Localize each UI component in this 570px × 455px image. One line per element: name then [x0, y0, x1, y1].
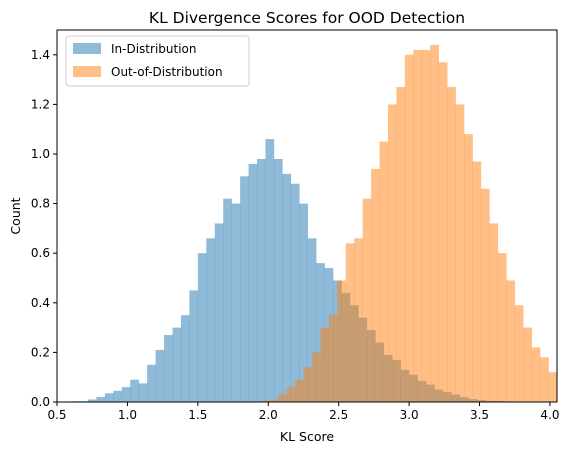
ood-bar-25 — [472, 161, 482, 402]
ood-bar-0 — [261, 400, 270, 402]
x-tick-label: 1.0 — [118, 408, 137, 422]
in-dist-bar-5 — [113, 390, 123, 402]
ood-bar-24 — [464, 134, 473, 402]
plot-frame — [56, 29, 558, 403]
ood-bar-22 — [447, 87, 456, 402]
in-dist-bar-19 — [231, 203, 241, 402]
ood-bar-13 — [371, 168, 380, 402]
ood-bar-20 — [430, 44, 439, 402]
ood-bar-15 — [387, 104, 397, 403]
legend-label-in-distribution: In-Distribution — [111, 42, 196, 56]
x-axis-label: KL Score — [280, 429, 334, 444]
y-tick-label: 1.2 — [31, 97, 50, 111]
ood-bar-3 — [286, 387, 296, 402]
in-dist-bar-6 — [121, 387, 131, 402]
x-tick-label: 0.5 — [47, 408, 66, 422]
in-dist-bar-8 — [138, 383, 148, 402]
ood-bar-2 — [278, 394, 287, 402]
ood-bar-16 — [396, 87, 406, 402]
ood-bar-10 — [345, 243, 355, 402]
x-tick-label: 1.5 — [188, 408, 207, 422]
in-dist-bar-4 — [104, 393, 114, 402]
ood-bar-28 — [497, 253, 507, 402]
in-dist-bar-24 — [273, 158, 283, 402]
ood-bar-18 — [413, 49, 423, 403]
ood-bar-6 — [311, 352, 321, 402]
ood-bar-23 — [455, 104, 465, 403]
ood-bar-34 — [548, 372, 558, 402]
in-dist-bar-17 — [214, 223, 224, 402]
x-tick-label: 3.0 — [400, 408, 419, 422]
in-dist-bar-27 — [299, 203, 308, 402]
chart-title: KL Divergence Scores for OOD Detection — [149, 9, 465, 27]
in-dist-bar-3 — [96, 397, 106, 402]
legend-swatch-ood — [73, 66, 101, 77]
ood-bar-7 — [320, 327, 330, 402]
y-tick-label: 1.4 — [31, 48, 50, 62]
in-dist-bar-14 — [189, 290, 199, 402]
ood-bar-30 — [514, 305, 524, 402]
in-dist-bar-10 — [155, 349, 165, 402]
ood-bar-5 — [303, 367, 313, 402]
y-tick-label: 1.0 — [31, 147, 50, 161]
in-dist-bar-16 — [206, 238, 216, 402]
in-dist-bar-13 — [180, 315, 190, 402]
ood-bar-31 — [523, 327, 532, 402]
legend-box — [65, 35, 250, 87]
in-dist-bar-9 — [147, 364, 156, 402]
in-dist-bar-23 — [265, 139, 275, 402]
ood-bar-11 — [354, 238, 363, 402]
legend: In-Distribution Out-of-Distribution — [65, 35, 250, 87]
ood-bar-32 — [531, 347, 541, 402]
in-dist-bar-22 — [257, 158, 266, 402]
y-tick-label: 0.8 — [31, 197, 50, 211]
in-dist-bar-15 — [197, 253, 207, 402]
in-dist-bar-21 — [248, 163, 258, 402]
y-axis-label: Count — [8, 197, 23, 234]
ood-bar-26 — [480, 188, 490, 402]
in-dist-bar-2 — [87, 399, 97, 402]
ood-bar-33 — [540, 357, 549, 402]
ood-bar-29 — [506, 280, 516, 402]
ood-bar-12 — [362, 198, 372, 402]
y-tick-label: 0.4 — [31, 296, 50, 310]
ood-bar-17 — [404, 54, 414, 403]
in-dist-bar-12 — [172, 327, 182, 402]
y-tick-label: 0.6 — [31, 246, 50, 260]
y-tick-label: 0.0 — [31, 395, 50, 409]
ood-bar-9 — [337, 280, 347, 402]
x-tick-label: 3.5 — [470, 408, 489, 422]
ood-bar-21 — [438, 62, 448, 403]
in-dist-bar-7 — [130, 379, 139, 402]
legend-label-ood: Out-of-Distribution — [111, 65, 223, 79]
in-dist-bar-28 — [307, 238, 317, 402]
ood-bar-27 — [489, 223, 499, 402]
y-tick-label: 0.2 — [31, 345, 50, 359]
ood-bar-8 — [328, 315, 338, 402]
in-dist-bar-11 — [164, 335, 173, 402]
y-axis-ticks: 0.0 0.2 0.4 0.6 0.8 1.0 1.2 1.4 — [31, 48, 57, 409]
x-tick-label: 4.0 — [540, 408, 559, 422]
x-axis-ticks: 0.5 1.0 1.5 2.0 2.5 3.0 3.5 4.0 — [47, 402, 560, 422]
legend-swatch-in-distribution — [73, 43, 101, 54]
ood-bars — [261, 44, 558, 403]
in-dist-bar-20 — [240, 176, 249, 402]
in-dist-bar-25 — [282, 173, 292, 402]
x-tick-label: 2.5 — [329, 408, 348, 422]
ood-bar-1 — [269, 399, 279, 402]
in-dist-bar-18 — [223, 198, 232, 402]
ood-bar-19 — [421, 49, 431, 403]
ood-bar-14 — [379, 141, 389, 402]
x-tick-label: 2.0 — [259, 408, 278, 422]
in-dist-bar-26 — [290, 183, 300, 402]
ood-bar-4 — [295, 379, 304, 402]
